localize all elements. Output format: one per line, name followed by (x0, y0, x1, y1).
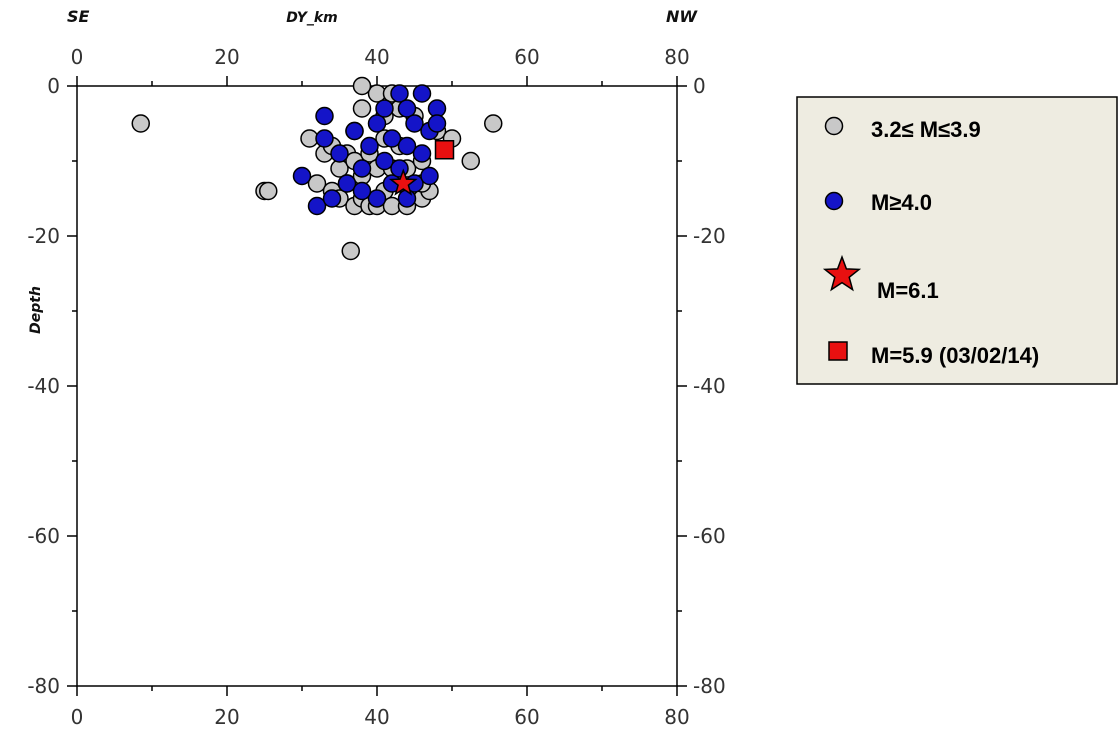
legend-box (796, 96, 1118, 385)
y-tick-label-right: -40 (693, 374, 726, 398)
corner-label-right: NW (666, 7, 698, 26)
legend-gray-circle-marker (824, 116, 844, 136)
x-tick-label-bottom: 20 (214, 705, 239, 729)
data-marks (131, 76, 503, 261)
legend-items: 3.2≤ M≤3.9 M≥4.0 M=6.1 M=5.9 (03/02/14) (822, 116, 1039, 368)
legend-blue-circle-marker (824, 191, 844, 211)
blue-event-point (315, 129, 334, 148)
x-tick-label-top: 20 (214, 45, 239, 69)
blue-event-point (382, 129, 402, 148)
blue-event-point (412, 144, 432, 163)
blue-event-point (352, 181, 372, 201)
y-tick-label-left: -60 (27, 524, 60, 548)
blue-event-point (375, 99, 394, 118)
legend-label: 3.2≤ M≤3.9 (871, 117, 981, 142)
gray-event-point (259, 181, 278, 201)
blue-event-point (390, 84, 409, 103)
blue-event-point (375, 151, 394, 171)
x-tick-label-top: 40 (364, 45, 389, 69)
y-tick-label-right: -60 (693, 524, 726, 548)
blue-event-point (352, 159, 372, 178)
y-axis-title: Depth (28, 286, 44, 334)
x-tick-label-bottom: 80 (664, 705, 689, 729)
blue-event-point (367, 189, 387, 208)
x-tick-label-top: 80 (664, 45, 689, 69)
blue-event-point (397, 136, 417, 156)
blue-event-point (405, 114, 424, 133)
gray-event-point (352, 76, 372, 96)
gray-event-point (341, 241, 360, 261)
blue-event-point (315, 106, 334, 126)
y-tick-label-right: -80 (693, 674, 726, 698)
legend-label: M≥4.0 (871, 190, 932, 215)
blue-event-point (330, 144, 349, 163)
y-tick-label-left: 0 (47, 74, 60, 98)
blue-event-point (337, 174, 357, 193)
y-tick-label-left: -80 (27, 674, 60, 698)
gray-event-point (352, 99, 372, 118)
blue-event-point (322, 189, 342, 208)
blue-event-point (292, 166, 312, 186)
x-tick-label-bottom: 0 (71, 705, 84, 729)
blue-event-point (397, 99, 417, 118)
y-tick-label-right: -20 (693, 224, 726, 248)
m59-square-point (434, 140, 455, 160)
legend-label: M=6.1 (877, 278, 939, 303)
gray-event-point (484, 114, 503, 133)
x-tick-label-top: 0 (71, 45, 84, 69)
blue-event-point (397, 189, 417, 208)
x-tick-label-bottom: 60 (514, 705, 539, 729)
x-tick-label-top: 60 (514, 45, 539, 69)
gray-event-point (131, 114, 150, 133)
y-tick-label-left: -40 (27, 374, 60, 398)
x-axis-title: DY_km (286, 10, 338, 26)
mainshock-star-point (388, 168, 418, 196)
y-tick-label-right: 0 (693, 74, 706, 98)
legend-label: M=5.9 (03/02/14) (871, 343, 1039, 368)
blue-event-point (420, 166, 439, 186)
x-tick-label-bottom: 40 (364, 705, 389, 729)
blue-event-point (367, 114, 387, 133)
gray-event-point (307, 174, 327, 193)
blue-event-point (427, 114, 447, 133)
legend: 3.2≤ M≤3.9 M≥4.0 M=6.1 M=5.9 (03/02/14) (796, 96, 1118, 385)
blue-event-point (412, 84, 432, 103)
gray-event-point (461, 151, 480, 171)
legend-red-square-marker (828, 341, 848, 361)
y-tick-label-left: -20 (27, 224, 60, 248)
blue-event-point (360, 136, 379, 156)
blue-event-point (345, 121, 364, 141)
blue-event-point (307, 196, 327, 216)
corner-label-left: SE (67, 7, 90, 26)
legend-red-star-marker (822, 254, 862, 292)
